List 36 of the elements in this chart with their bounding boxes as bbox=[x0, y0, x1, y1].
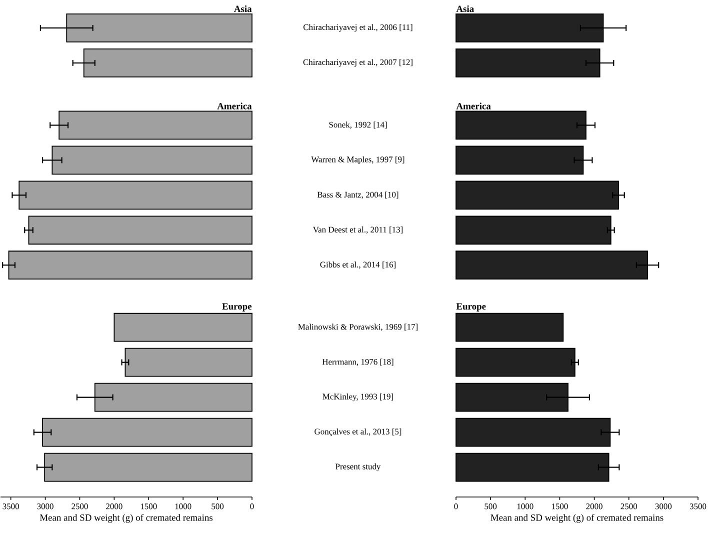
annotation: America bbox=[217, 102, 252, 110]
y-tick-label: McKinley, 1993 [19] bbox=[322, 393, 393, 402]
annotation: America bbox=[456, 102, 491, 110]
y-tick-label: Chirachariyavej et al., 2006 [11] bbox=[303, 24, 412, 32]
annotation: Asia bbox=[456, 5, 474, 12]
x-tick-label: 1500 bbox=[552, 504, 568, 510]
x-tick-label: 500 bbox=[484, 504, 497, 510]
x-tick-label: 2500 bbox=[620, 504, 638, 510]
x-tick-label: 2500 bbox=[72, 504, 88, 510]
annotation: Europe bbox=[222, 303, 252, 312]
x-tick-label: 0 bbox=[250, 504, 254, 510]
y-tick-label: Bass & Jantz, 2004 [10] bbox=[317, 192, 398, 199]
x-tick-label: 3500 bbox=[690, 504, 706, 510]
annotation: Asia bbox=[234, 5, 252, 12]
y-tick-label: Van Deest et al., 2011 [13] bbox=[312, 226, 402, 234]
x-tick-label: 1500 bbox=[140, 504, 157, 510]
x-tick-label: 2000 bbox=[106, 504, 122, 510]
x-tick-label: 3500 bbox=[2, 504, 19, 510]
x-tick-label: 3000 bbox=[37, 504, 54, 510]
x-axis-title: Mean and SD weight (g) of cremated remains bbox=[490, 514, 664, 523]
y-tick-label: Sonek, 1992 [14] bbox=[329, 122, 387, 129]
y-tick-label: Warren & Maples, 1997 [9] bbox=[311, 156, 404, 164]
x-tick-label: 1000 bbox=[175, 504, 192, 510]
y-tick-label: Gibbs et al., 2014 [16] bbox=[320, 262, 396, 269]
x-axis-title: Mean and SD weight (g) of cremated remains bbox=[40, 514, 213, 523]
x-tick-label: 500 bbox=[212, 504, 224, 510]
y-tick-label: Chirachariyavej et al., 2007 [12] bbox=[303, 59, 412, 67]
y-tick-label: Herrmann, 1976 [18] bbox=[322, 358, 394, 366]
annotation: Europe bbox=[456, 303, 486, 312]
x-tick-label: 0 bbox=[454, 504, 458, 510]
y-tick-label: Present study bbox=[336, 463, 381, 472]
x-tick-label: 2000 bbox=[586, 504, 602, 510]
x-tick-label: 1000 bbox=[517, 504, 534, 510]
y-tick-label: Gonçalves et al., 2013 [5] bbox=[314, 428, 402, 436]
x-tick-label: 3000 bbox=[655, 504, 672, 510]
y-tick-label: Malinowski & Porawski, 1969 [17] bbox=[298, 324, 418, 331]
